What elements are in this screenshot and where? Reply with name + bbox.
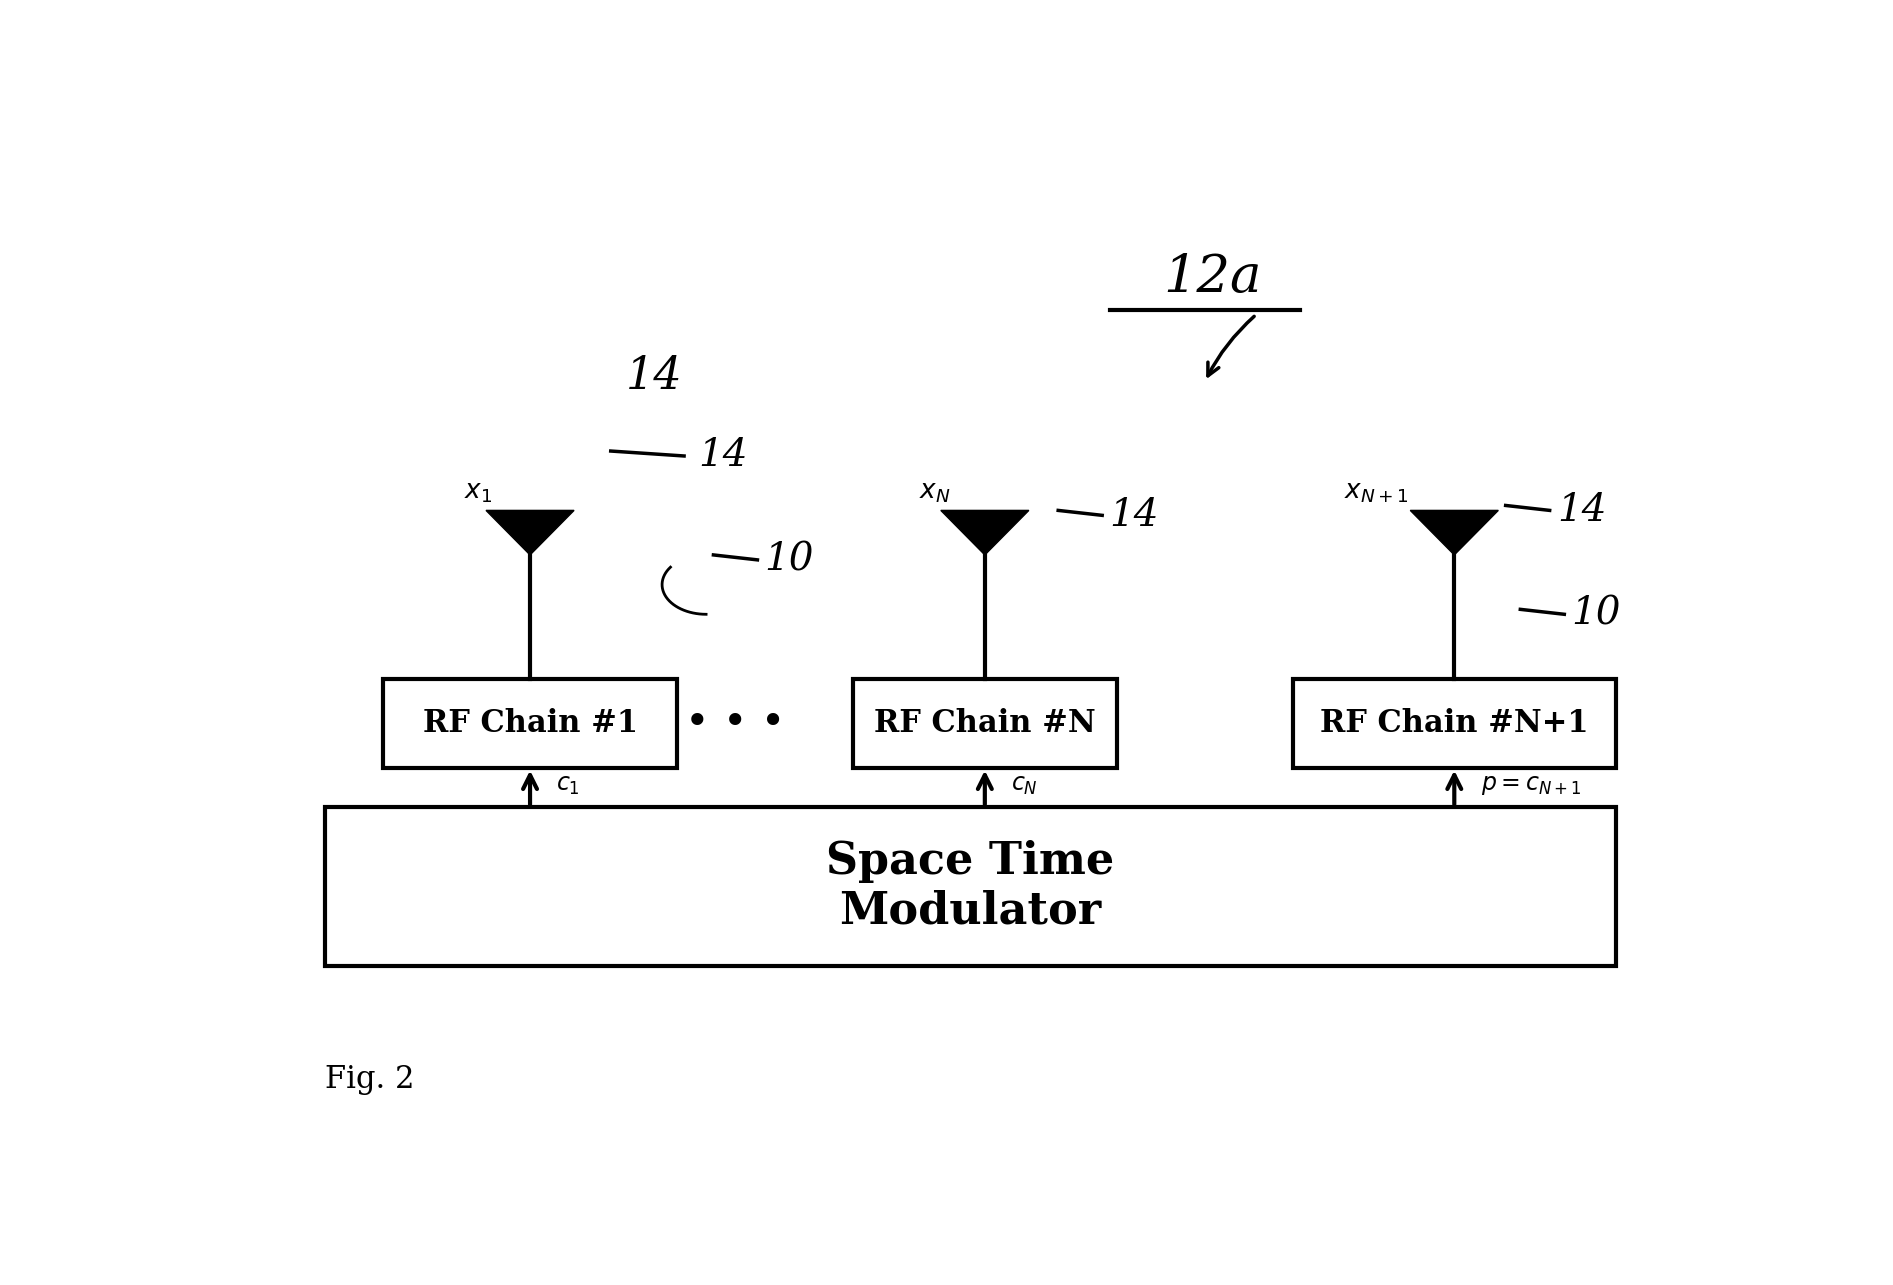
Text: 14: 14 (699, 437, 748, 474)
Text: $x_{N+1}$: $x_{N+1}$ (1344, 481, 1408, 505)
Bar (382, 678, 678, 767)
Text: $c_1$: $c_1$ (557, 774, 581, 797)
Text: $x_1$: $x_1$ (464, 481, 492, 505)
Text: $x_N$: $x_N$ (918, 481, 950, 505)
Bar (326, 807, 1615, 965)
Text: 14: 14 (627, 355, 683, 398)
Bar (852, 678, 1117, 767)
Polygon shape (487, 510, 574, 555)
Text: • • •: • • • (685, 702, 786, 744)
Text: RF Chain #1: RF Chain #1 (422, 708, 638, 739)
Polygon shape (941, 510, 1030, 555)
Text: $c_N$: $c_N$ (1011, 774, 1037, 797)
Text: 14: 14 (1558, 492, 1607, 529)
Text: RF Chain #N: RF Chain #N (875, 708, 1096, 739)
Text: 10: 10 (1571, 596, 1620, 632)
Text: 14: 14 (1109, 497, 1159, 533)
Text: 12a: 12a (1162, 252, 1261, 303)
Text: Space Time
Modulator: Space Time Modulator (825, 840, 1115, 933)
Polygon shape (1410, 510, 1499, 555)
Text: Fig. 2: Fig. 2 (326, 1064, 415, 1095)
Text: 10: 10 (765, 541, 814, 578)
Bar (1293, 678, 1617, 767)
Text: RF Chain #N+1: RF Chain #N+1 (1319, 708, 1588, 739)
Text: $p=c_{N+1}$: $p=c_{N+1}$ (1480, 774, 1581, 797)
